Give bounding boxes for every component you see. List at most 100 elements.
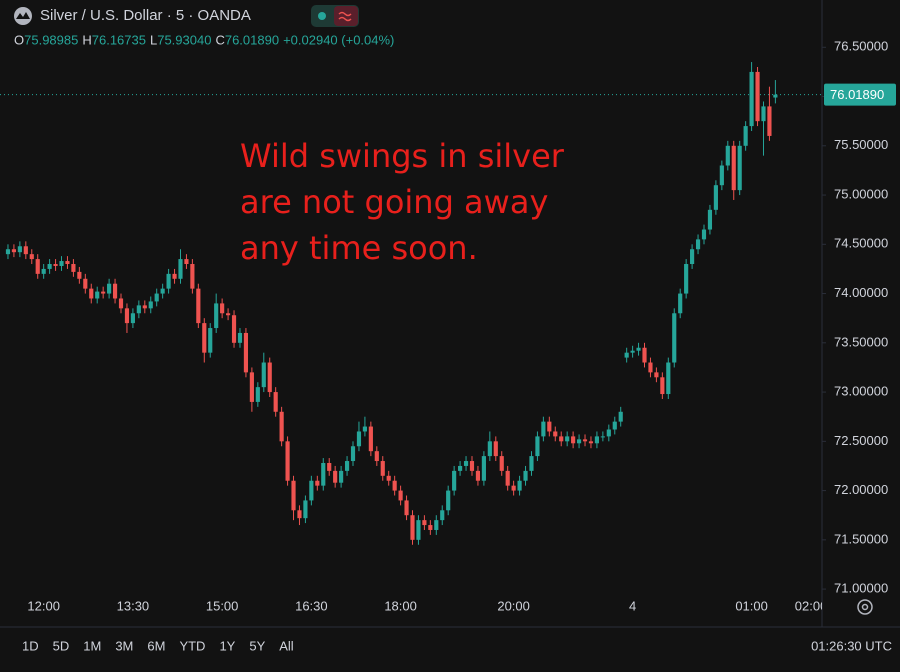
range-button[interactable]: 5D (53, 638, 70, 653)
range-button[interactable]: YTD (179, 638, 205, 653)
y-tick-label: 73.00000 (834, 384, 888, 399)
candle-body (624, 352, 629, 358)
legend-key: H (82, 32, 91, 47)
candle-body (594, 436, 599, 444)
candle-body (23, 246, 28, 255)
candle-body (202, 323, 207, 353)
candle-body (571, 436, 576, 444)
settings-icon[interactable] (857, 599, 873, 615)
candle-body (547, 421, 552, 432)
candle-body (481, 456, 486, 481)
candle-body (285, 441, 290, 481)
candle-body (422, 520, 427, 526)
symbol-icon (14, 7, 32, 25)
candle-body (416, 520, 421, 540)
candle-body (220, 303, 225, 314)
candle-body (582, 439, 588, 442)
candle-body (344, 461, 350, 471)
candle-body (475, 470, 481, 481)
candle-body (214, 303, 219, 329)
candle-body (386, 475, 391, 481)
candle-body (576, 439, 582, 444)
x-tick-label: 16:30 (295, 598, 328, 613)
candle-body (124, 308, 130, 324)
candle-body (178, 259, 183, 279)
candle-body (297, 510, 302, 519)
candle-body (392, 480, 397, 491)
candle-body (47, 264, 52, 269)
candle-body (487, 441, 492, 457)
range-button[interactable]: 6M (147, 638, 165, 653)
clock: 01:26:30 UTC (811, 638, 892, 653)
candle-body (350, 446, 356, 462)
legend-key: C (215, 32, 224, 47)
y-tick-label: 74.50000 (834, 236, 888, 251)
candle-body (279, 411, 284, 442)
y-tick-label: 75.00000 (834, 186, 888, 201)
x-tick-label: 01:00 (735, 598, 768, 613)
candle-body (166, 273, 171, 289)
candle-body (606, 429, 611, 437)
candle-body (648, 362, 653, 373)
candle-body (529, 456, 534, 471)
candle-body (327, 462, 332, 471)
candle-body (226, 313, 231, 316)
candle-body (743, 126, 748, 146)
candle-body (142, 305, 147, 309)
candle-body (249, 372, 254, 402)
range-button[interactable]: All (279, 638, 294, 653)
candle-body (725, 145, 730, 166)
candle-body (761, 106, 766, 122)
candle-body (446, 490, 451, 511)
annotation-line: any time soon. (240, 229, 478, 267)
candle-body (267, 362, 272, 393)
candle-body (469, 461, 475, 471)
candle-body (5, 249, 11, 255)
candle-body (237, 332, 243, 343)
candle-body (130, 313, 135, 324)
candle-body (83, 278, 88, 289)
candle-body (196, 288, 201, 324)
range-button[interactable]: 5Y (249, 638, 265, 653)
candle-body (737, 145, 742, 191)
candle-body (690, 249, 695, 265)
status-buttons[interactable] (311, 5, 359, 27)
toolbar: 1D 5D 1M 3M 6M YTD 1Y 5Y All 01:26:30 UTC (22, 638, 892, 653)
candle-body (666, 362, 671, 395)
candle-body (458, 465, 463, 471)
chart-title: Silver / U.S. Dollar · 5 · OANDA (40, 7, 251, 24)
candle-body (321, 462, 326, 486)
candle-body (535, 436, 540, 457)
range-button[interactable]: 1Y (219, 638, 235, 653)
y-tick-label: 71.00000 (834, 581, 888, 596)
plot: 12:00 13:30 15:00 16:30 18:00 20:00 4 01:00 02:0… (0, 62, 822, 613)
x-tick-label: 15:00 (206, 598, 239, 613)
x-tick-label: 4 (629, 598, 636, 613)
candle-body (303, 500, 308, 519)
candle-body (261, 362, 266, 388)
candle-body (463, 461, 469, 466)
candle-body (672, 313, 677, 363)
candle-body (374, 451, 379, 462)
candle-body (362, 426, 367, 432)
candle-body (434, 520, 439, 530)
last-price-box (824, 83, 896, 106)
candle-body (636, 347, 641, 351)
legend-key: L (150, 32, 157, 47)
range-button[interactable]: 1D (22, 638, 39, 653)
candle-body (315, 480, 320, 486)
candle-body (701, 229, 707, 240)
annotation-line: Wild swings in silver (240, 137, 565, 175)
range-button[interactable]: 3M (115, 638, 133, 653)
y-tick-label: 76.50000 (834, 39, 888, 54)
candle-body (559, 436, 564, 442)
candle-body (255, 387, 260, 402)
x-tick-label: 12:00 (27, 598, 60, 613)
range-button[interactable]: 1M (83, 638, 101, 653)
candle-body (356, 431, 362, 447)
legend-value: 76.01890 (225, 32, 279, 47)
annotation: Wild swings in silver are not going away a… (240, 137, 565, 267)
candle-body (678, 293, 683, 314)
last-price-label: 76.01890 (830, 87, 884, 102)
candle-body (523, 470, 528, 481)
